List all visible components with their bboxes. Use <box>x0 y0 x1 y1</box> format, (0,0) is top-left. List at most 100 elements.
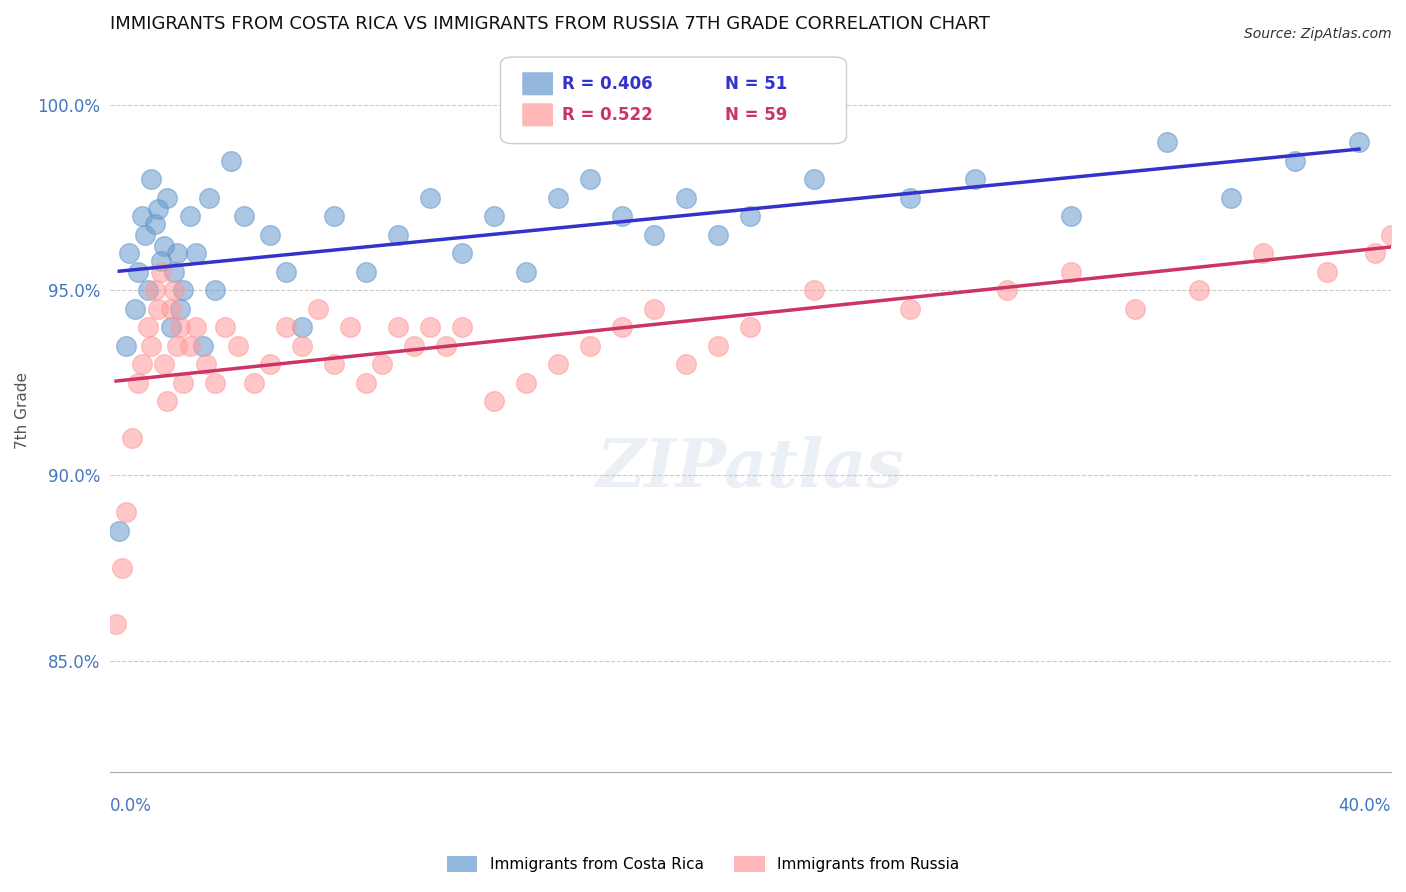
Immigrants from Costa Rica <box>134 227 156 242</box>
Immigrants from Costa Rica <box>740 210 762 224</box>
Immigrants from Costa Rica <box>124 301 146 316</box>
Immigrants from Russia <box>1123 301 1146 316</box>
Immigrants from Costa Rica <box>146 202 169 216</box>
Immigrants from Costa Rica <box>1156 136 1178 150</box>
Immigrants from Costa Rica <box>136 284 159 298</box>
Immigrants from Costa Rica <box>179 210 201 224</box>
Immigrants from Costa Rica <box>159 320 181 334</box>
Immigrants from Costa Rica <box>259 227 281 242</box>
Immigrants from Costa Rica <box>163 265 186 279</box>
Immigrants from Costa Rica <box>1284 153 1306 168</box>
Immigrants from Russia <box>371 358 394 372</box>
Legend: Immigrants from Costa Rica, Immigrants from Russia: Immigrants from Costa Rica, Immigrants f… <box>440 850 966 878</box>
Immigrants from Russia <box>114 506 136 520</box>
Immigrants from Costa Rica <box>156 191 179 205</box>
Immigrants from Costa Rica <box>900 191 922 205</box>
Immigrants from Russia <box>226 339 249 353</box>
Immigrants from Russia <box>803 284 825 298</box>
Text: N = 59: N = 59 <box>724 106 787 124</box>
FancyBboxPatch shape <box>501 57 846 144</box>
Immigrants from Russia <box>149 265 172 279</box>
Text: 40.0%: 40.0% <box>1339 797 1391 814</box>
Immigrants from Russia <box>169 320 191 334</box>
Immigrants from Russia <box>1251 246 1274 260</box>
Immigrants from Costa Rica <box>963 172 986 186</box>
Immigrants from Costa Rica <box>803 172 825 186</box>
FancyBboxPatch shape <box>522 103 553 127</box>
Immigrants from Russia <box>675 358 697 372</box>
Immigrants from Russia <box>166 339 188 353</box>
Immigrants from Russia <box>451 320 474 334</box>
Immigrants from Costa Rica <box>1348 136 1371 150</box>
Immigrants from Costa Rica <box>387 227 409 242</box>
Immigrants from Russia <box>1316 265 1339 279</box>
FancyBboxPatch shape <box>522 72 553 95</box>
Immigrants from Russia <box>1379 227 1402 242</box>
Immigrants from Russia <box>579 339 602 353</box>
Immigrants from Russia <box>1188 284 1211 298</box>
Immigrants from Costa Rica <box>198 191 221 205</box>
Immigrants from Costa Rica <box>114 339 136 353</box>
Immigrants from Russia <box>159 301 181 316</box>
Immigrants from Costa Rica <box>143 217 166 231</box>
Immigrants from Costa Rica <box>291 320 314 334</box>
Immigrants from Russia <box>322 358 344 372</box>
Immigrants from Costa Rica <box>191 339 214 353</box>
Immigrants from Costa Rica <box>118 246 141 260</box>
Text: ZIPatlas: ZIPatlas <box>596 436 904 501</box>
Immigrants from Costa Rica <box>547 191 569 205</box>
Immigrants from Costa Rica <box>643 227 665 242</box>
Immigrants from Russia <box>163 284 186 298</box>
Immigrants from Costa Rica <box>233 210 256 224</box>
Immigrants from Russia <box>291 339 314 353</box>
Immigrants from Russia <box>136 320 159 334</box>
Text: R = 0.522: R = 0.522 <box>562 106 652 124</box>
Immigrants from Russia <box>515 376 537 390</box>
Immigrants from Russia <box>243 376 266 390</box>
Immigrants from Russia <box>402 339 425 353</box>
Immigrants from Russia <box>274 320 297 334</box>
Immigrants from Costa Rica <box>141 172 163 186</box>
Immigrants from Costa Rica <box>1219 191 1241 205</box>
Immigrants from Costa Rica <box>482 210 505 224</box>
Immigrants from Russia <box>740 320 762 334</box>
Y-axis label: 7th Grade: 7th Grade <box>15 372 30 450</box>
Immigrants from Russia <box>121 432 143 446</box>
Immigrants from Russia <box>186 320 208 334</box>
Immigrants from Costa Rica <box>675 191 697 205</box>
Immigrants from Costa Rica <box>419 191 441 205</box>
Immigrants from Costa Rica <box>579 172 602 186</box>
Immigrants from Costa Rica <box>274 265 297 279</box>
Immigrants from Costa Rica <box>169 301 191 316</box>
Immigrants from Russia <box>204 376 226 390</box>
Immigrants from Costa Rica <box>186 246 208 260</box>
Immigrants from Costa Rica <box>221 153 243 168</box>
Immigrants from Costa Rica <box>153 239 176 253</box>
Immigrants from Costa Rica <box>166 246 188 260</box>
Text: 0.0%: 0.0% <box>110 797 152 814</box>
Immigrants from Costa Rica <box>128 265 150 279</box>
Immigrants from Russia <box>111 561 134 575</box>
Text: IMMIGRANTS FROM COSTA RICA VS IMMIGRANTS FROM RUSSIA 7TH GRADE CORRELATION CHART: IMMIGRANTS FROM COSTA RICA VS IMMIGRANTS… <box>110 15 990 33</box>
Immigrants from Russia <box>128 376 150 390</box>
Text: Source: ZipAtlas.com: Source: ZipAtlas.com <box>1244 27 1392 41</box>
Immigrants from Russia <box>194 358 217 372</box>
Immigrants from Russia <box>612 320 634 334</box>
Text: N = 51: N = 51 <box>724 75 787 93</box>
Immigrants from Russia <box>153 358 176 372</box>
Immigrants from Russia <box>707 339 730 353</box>
Immigrants from Russia <box>259 358 281 372</box>
Text: R = 0.406: R = 0.406 <box>562 75 652 93</box>
Immigrants from Russia <box>354 376 377 390</box>
Immigrants from Russia <box>307 301 329 316</box>
Immigrants from Russia <box>172 376 194 390</box>
Immigrants from Russia <box>179 339 201 353</box>
Immigrants from Costa Rica <box>172 284 194 298</box>
Immigrants from Costa Rica <box>322 210 344 224</box>
Immigrants from Russia <box>146 301 169 316</box>
Immigrants from Russia <box>643 301 665 316</box>
Immigrants from Russia <box>387 320 409 334</box>
Immigrants from Costa Rica <box>451 246 474 260</box>
Immigrants from Costa Rica <box>149 253 172 268</box>
Immigrants from Russia <box>214 320 236 334</box>
